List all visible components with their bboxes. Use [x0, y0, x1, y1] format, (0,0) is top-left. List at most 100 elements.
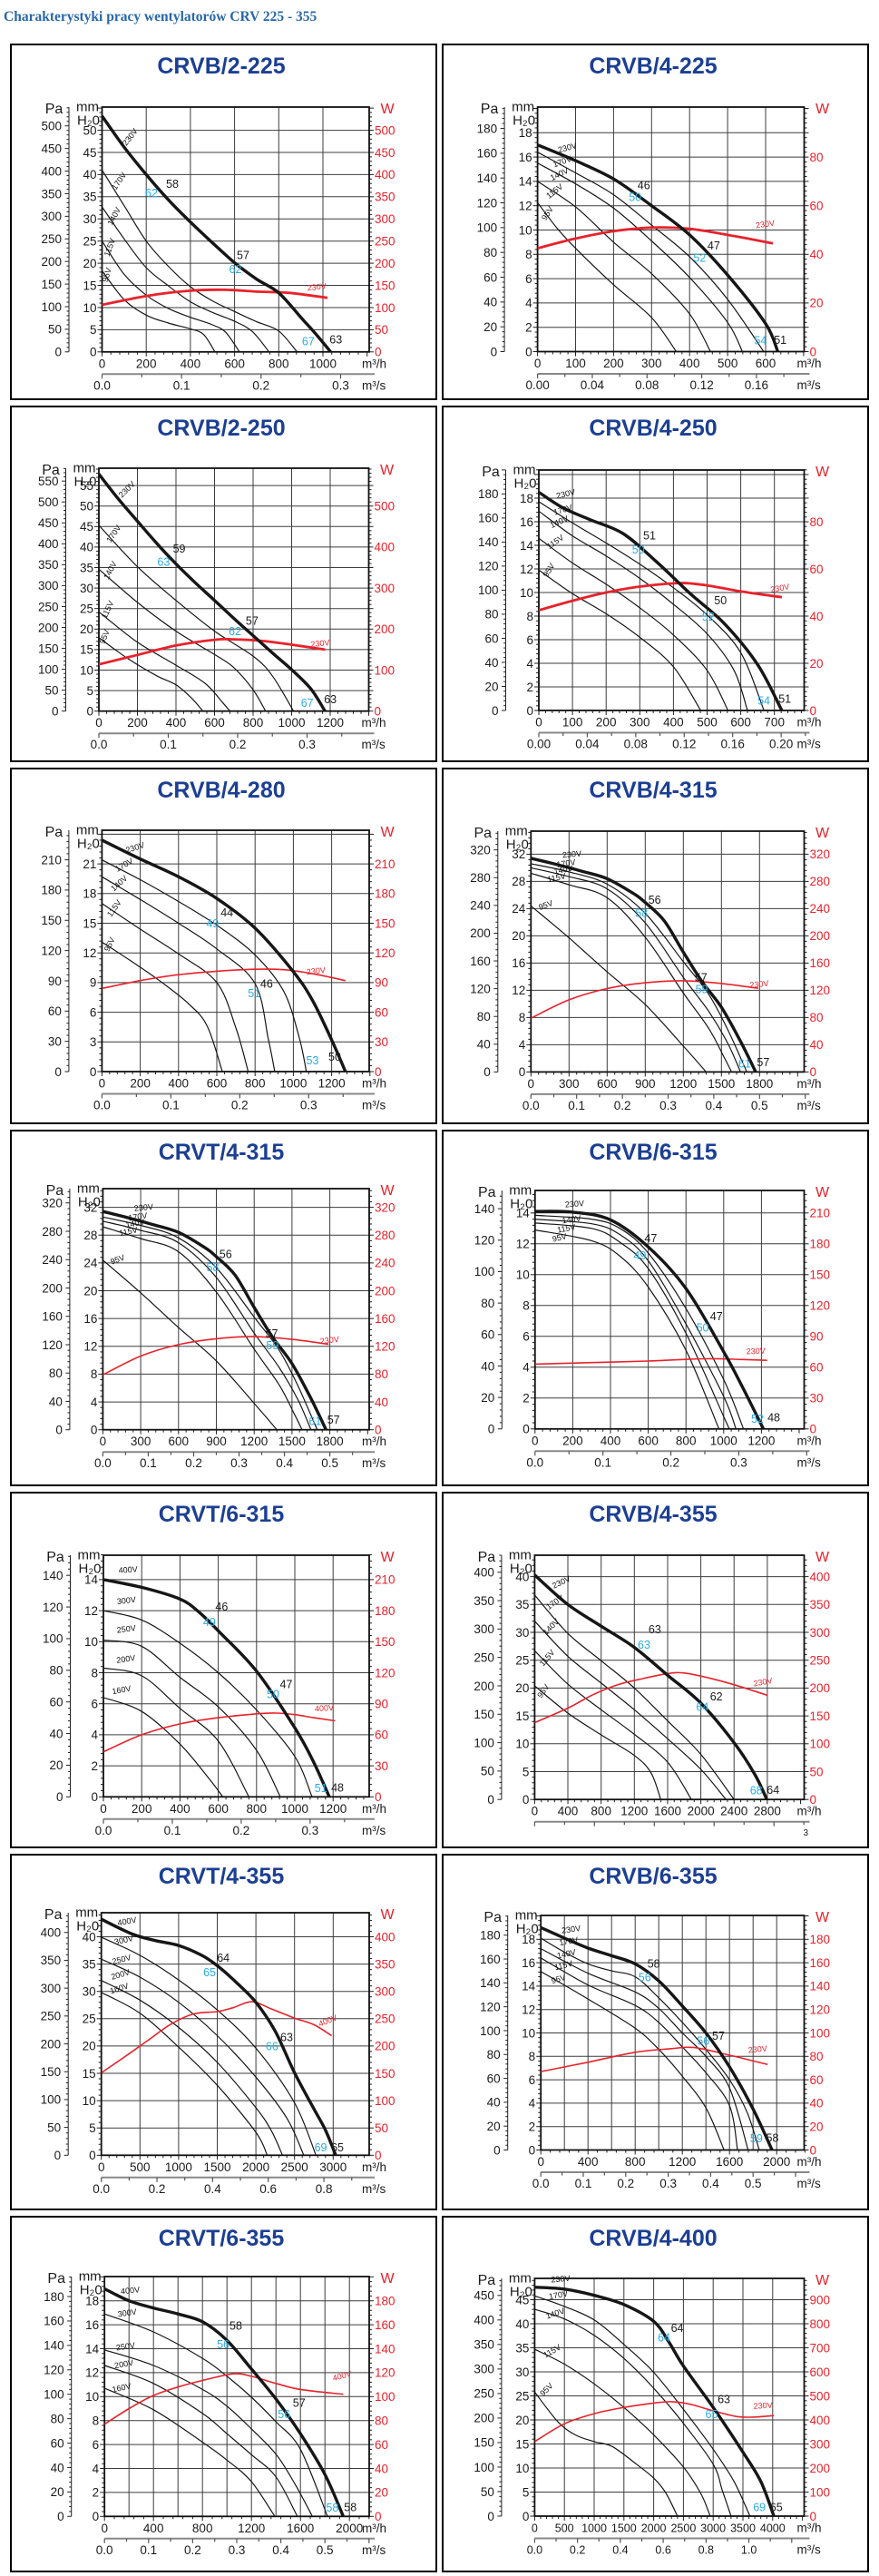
svg-text:320: 320: [375, 1200, 396, 1214]
svg-text:0.2: 0.2: [570, 2544, 585, 2557]
svg-text:800: 800: [247, 1802, 268, 1816]
svg-text:400: 400: [143, 2522, 164, 2535]
svg-text:140: 140: [478, 535, 499, 549]
svg-text:W: W: [380, 102, 395, 117]
svg-text:50: 50: [714, 594, 727, 607]
svg-text:150: 150: [375, 279, 396, 292]
svg-text:230V: 230V: [561, 1924, 581, 1935]
svg-text:1200: 1200: [240, 1435, 268, 1448]
svg-text:8: 8: [93, 2414, 100, 2428]
svg-text:180: 180: [375, 2295, 396, 2308]
svg-text:2: 2: [523, 1392, 530, 1406]
svg-text:0.5: 0.5: [751, 1099, 768, 1112]
svg-text:280: 280: [470, 871, 491, 885]
svg-text:400: 400: [375, 168, 396, 181]
svg-text:400: 400: [169, 1077, 190, 1091]
svg-text:0.16: 0.16: [721, 738, 745, 751]
svg-text:2: 2: [529, 2121, 536, 2134]
svg-text:1800: 1800: [317, 1435, 344, 1448]
svg-text:120: 120: [375, 1666, 396, 1680]
svg-text:800: 800: [625, 2155, 646, 2169]
svg-text:20: 20: [83, 1284, 97, 1298]
svg-text:100: 100: [41, 2093, 62, 2107]
svg-text:500: 500: [555, 2522, 574, 2535]
svg-text:300: 300: [810, 1626, 831, 1640]
svg-text:160: 160: [477, 147, 498, 161]
svg-text:2: 2: [526, 681, 533, 694]
svg-text:2: 2: [525, 321, 532, 335]
svg-text:1600: 1600: [287, 2522, 314, 2535]
svg-text:m³/s: m³/s: [362, 738, 386, 751]
svg-text:180: 180: [810, 1238, 831, 1251]
svg-text:0: 0: [90, 346, 97, 359]
svg-text:600: 600: [208, 1802, 229, 1816]
svg-text:10: 10: [83, 301, 96, 315]
svg-text:0: 0: [535, 716, 542, 730]
svg-text:6: 6: [526, 633, 533, 647]
svg-text:1600: 1600: [716, 2155, 743, 2169]
svg-text:100: 100: [565, 357, 586, 370]
svg-text:57: 57: [712, 2030, 725, 2042]
svg-text:600: 600: [597, 1077, 618, 1091]
svg-text:400: 400: [41, 164, 62, 178]
svg-text:2000: 2000: [763, 2155, 790, 2169]
svg-text:24: 24: [512, 902, 526, 916]
svg-text:0.5: 0.5: [745, 2177, 762, 2190]
svg-text:4: 4: [523, 1361, 530, 1375]
svg-text:0.04: 0.04: [575, 738, 600, 751]
svg-text:0.2: 0.2: [614, 1099, 631, 1112]
svg-text:40: 40: [810, 248, 824, 261]
svg-text:200: 200: [810, 2462, 831, 2475]
svg-text:6: 6: [91, 1698, 98, 1711]
svg-text:250V: 250V: [115, 2341, 135, 2353]
svg-text:47: 47: [280, 1679, 293, 1691]
svg-text:28: 28: [83, 1229, 97, 1242]
svg-text:CRVT/4-315: CRVT/4-315: [159, 1140, 285, 1165]
svg-text:300: 300: [375, 212, 396, 226]
svg-text:m³/h: m³/h: [362, 357, 386, 370]
svg-text:700: 700: [764, 716, 785, 730]
svg-text:160: 160: [375, 1312, 396, 1326]
svg-text:0: 0: [55, 1424, 63, 1437]
svg-text:44: 44: [220, 906, 233, 919]
svg-text:mm: mm: [75, 1905, 98, 1921]
svg-text:250: 250: [375, 235, 396, 249]
svg-text:100: 100: [810, 2485, 831, 2499]
svg-text:240: 240: [375, 1257, 396, 1270]
svg-text:51: 51: [778, 693, 791, 706]
svg-text:230V: 230V: [562, 849, 582, 860]
svg-text:20: 20: [51, 2485, 64, 2499]
svg-text:1.0: 1.0: [741, 2544, 757, 2557]
svg-text:2400: 2400: [720, 1805, 747, 1818]
svg-text:14: 14: [85, 2342, 100, 2356]
svg-text:50: 50: [632, 544, 645, 556]
svg-text:400: 400: [166, 716, 187, 730]
svg-text:CRVB/6-355: CRVB/6-355: [589, 1864, 717, 1889]
svg-text:50: 50: [697, 1322, 709, 1335]
svg-text:50: 50: [48, 323, 62, 337]
svg-text:47: 47: [710, 1310, 723, 1323]
svg-text:m³/h: m³/h: [797, 1434, 822, 1447]
svg-text:47: 47: [708, 240, 720, 252]
svg-text:50: 50: [44, 684, 58, 698]
svg-text:450: 450: [38, 516, 59, 530]
svg-text:200: 200: [127, 716, 148, 730]
svg-text:m³/h: m³/h: [797, 2522, 822, 2535]
svg-text:mm: mm: [509, 2271, 532, 2287]
svg-text:400: 400: [181, 357, 201, 370]
svg-text:120: 120: [480, 2000, 501, 2013]
svg-text:12: 12: [519, 200, 532, 213]
svg-text:300: 300: [474, 1622, 494, 1636]
svg-text:mm: mm: [513, 463, 536, 478]
svg-text:49: 49: [206, 917, 219, 930]
svg-text:1000: 1000: [581, 2522, 607, 2535]
svg-text:900: 900: [635, 1077, 656, 1091]
svg-text:150: 150: [474, 2436, 494, 2450]
svg-text:80: 80: [481, 1297, 494, 1310]
svg-text:230V: 230V: [306, 965, 326, 976]
svg-text:m³/h: m³/h: [797, 2155, 822, 2169]
svg-text:160: 160: [42, 1310, 63, 1324]
svg-text:59: 59: [696, 983, 708, 995]
svg-text:0.1: 0.1: [160, 738, 177, 751]
svg-text:30: 30: [810, 1392, 824, 1406]
